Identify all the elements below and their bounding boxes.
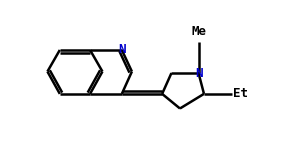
Text: N: N: [195, 67, 202, 80]
Text: Me: Me: [191, 25, 206, 38]
Text: Et: Et: [233, 87, 249, 100]
Text: N: N: [118, 44, 126, 56]
